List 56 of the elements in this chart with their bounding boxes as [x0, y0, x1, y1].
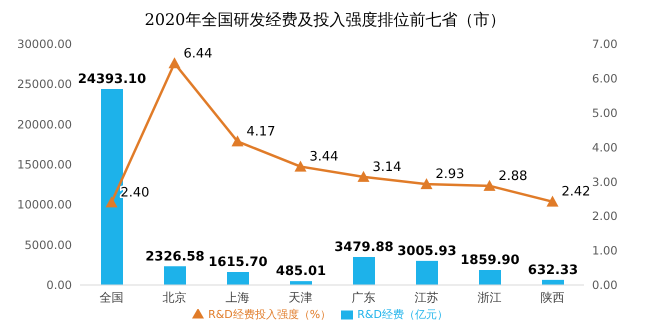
point — [546, 196, 558, 207]
y-tick-label: 5000.00 — [24, 238, 72, 252]
data-label: 3005.93 — [397, 244, 457, 259]
point — [168, 57, 180, 68]
y-tick-label: 20000.00 — [17, 117, 72, 132]
data-label: 1859.90 — [460, 253, 520, 268]
data-label: 485.01 — [276, 264, 326, 280]
bar — [416, 260, 438, 285]
data-label: 3.14 — [372, 160, 402, 175]
y2-tick-label: 3.00 — [592, 174, 618, 189]
data-label: 4.17 — [246, 124, 276, 140]
y2-tick-label: 0.00 — [592, 278, 618, 292]
y-tick-label: 30000.00 — [17, 37, 72, 52]
data-label: 2.93 — [436, 167, 464, 182]
y-tick-label: 10000.00 — [17, 198, 72, 212]
x-tick-label: 浙江 — [478, 290, 502, 305]
bar — [353, 257, 375, 285]
y2-tick-label: 6.00 — [592, 72, 618, 86]
y2-tick-label: 4.00 — [592, 140, 618, 154]
data-label: 2326.58 — [145, 249, 205, 264]
data-label: 632.33 — [528, 262, 578, 278]
point — [232, 135, 244, 146]
data-label: 1615.70 — [208, 255, 268, 270]
point — [484, 180, 496, 191]
bar — [227, 272, 249, 285]
legend-label: R&D经费（亿元） — [357, 308, 448, 321]
y2-tick-label: 2.00 — [592, 209, 618, 224]
point — [358, 170, 370, 182]
point — [420, 178, 432, 190]
data-label: 3.44 — [310, 150, 338, 165]
point — [106, 196, 118, 208]
y-tick-label: 0.00 — [46, 278, 72, 292]
y-tick-label: 25000.00 — [17, 77, 72, 92]
data-label: 24393.10 — [78, 72, 146, 88]
y2-tick-label: 5.00 — [592, 106, 618, 120]
data-label: 2.88 — [498, 168, 528, 184]
data-label: 2.42 — [562, 184, 590, 200]
bar — [164, 266, 186, 285]
x-tick-label: 全国 — [100, 290, 124, 305]
y2-tick-label: 7.00 — [592, 37, 618, 52]
y2-tick-label: 1.00 — [592, 244, 618, 258]
bar — [101, 89, 123, 285]
chart-title: 2020年全国研发经费及投入强度排位前七省（市） — [144, 9, 506, 31]
data-label: 3479.88 — [334, 240, 394, 256]
x-tick-label: 江苏 — [414, 290, 438, 305]
data-label: 6.44 — [184, 46, 212, 62]
x-tick-label: 天津 — [288, 290, 312, 305]
x-tick-label: 北京 — [162, 290, 186, 305]
y-tick-label: 15000.00 — [17, 158, 72, 172]
bar — [479, 270, 501, 285]
bar — [290, 281, 312, 285]
x-tick-label: 陕西 — [540, 290, 564, 305]
x-tick-label: 广东 — [352, 290, 376, 305]
x-tick-label: 上海 — [226, 290, 250, 305]
point — [294, 160, 306, 172]
legend-label: R&D经费投入强度（%） — [208, 308, 332, 321]
